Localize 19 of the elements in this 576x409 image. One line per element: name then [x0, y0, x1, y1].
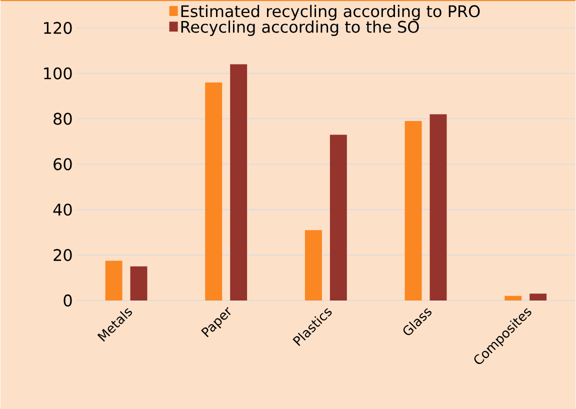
bar [304, 230, 322, 300]
bar [105, 260, 122, 300]
y-tick-label: 20 [54, 248, 72, 261]
bar [230, 64, 248, 300]
bar [130, 266, 148, 300]
bar [430, 114, 447, 300]
y-tick-label: 60 [54, 158, 72, 170]
legend-label: Estimated recycling according to PRO [181, 4, 480, 20]
y-tick-label: 0 [64, 294, 72, 306]
bar [530, 294, 547, 300]
y-tick-label: 80 [54, 112, 72, 125]
legend-label: Recycling according to the SO [181, 20, 419, 36]
y-tick-label: 40 [53, 203, 72, 216]
bar [404, 120, 422, 300]
bar [330, 134, 347, 300]
y-tick-label: 100 [44, 67, 72, 80]
bar [205, 82, 222, 300]
y-tick-label: 120 [44, 22, 72, 34]
bar [504, 296, 522, 300]
